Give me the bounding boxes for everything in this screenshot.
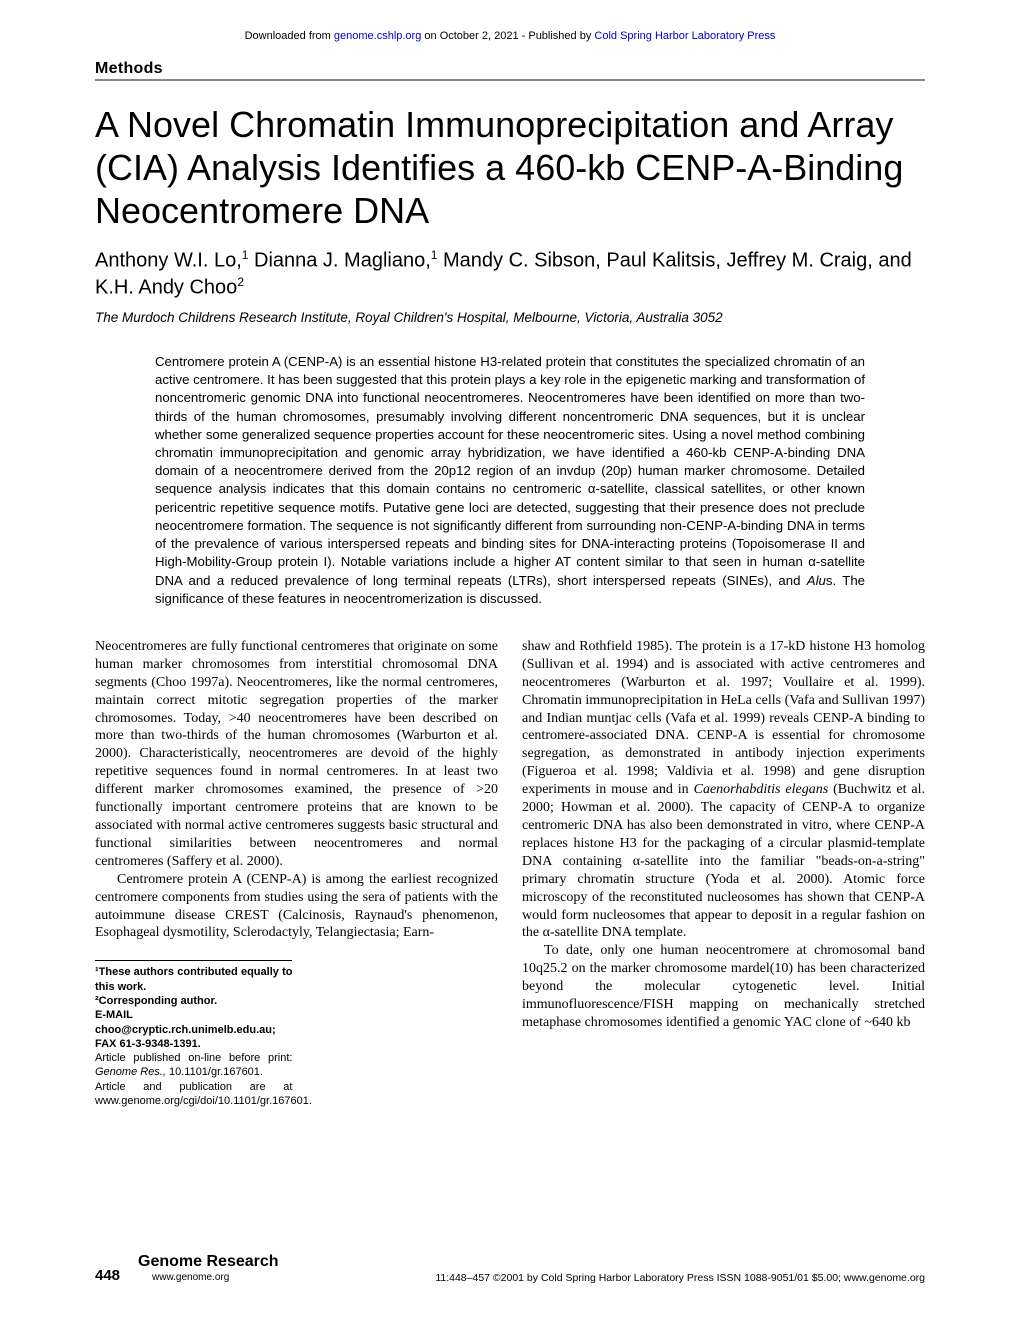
footnote-line: ¹These authors contributed equally to th… <box>95 965 292 994</box>
authors-line: Anthony W.I. Lo,1 Dianna J. Magliano,1 M… <box>95 247 925 302</box>
download-line: Downloaded from genome.cshlp.org on Octo… <box>95 30 925 42</box>
column-right: shaw and Rothfield 1985). The protein is… <box>522 638 925 1108</box>
journal-url: www.genome.org <box>152 1272 229 1283</box>
footnote-pub const-bind: Article and publication are at www.genom… <box>95 1080 292 1109</box>
column-left: Neocentromeres are fully functional cent… <box>95 638 498 1108</box>
journal-block: Genome Research www.genome.org <box>138 1252 279 1284</box>
body-paragraph: Centromere protein A (CENP-A) is among t… <box>95 871 498 943</box>
journal-name: Genome Research <box>138 1253 279 1270</box>
affiliation: The Murdoch Childrens Research Institute… <box>95 310 925 325</box>
footnote-text: 10.1101/gr.167601. <box>166 1066 263 1078</box>
download-prefix: Downloaded from <box>245 30 334 42</box>
download-middle: on October 2, 2021 - Published by <box>421 30 594 42</box>
footnote-pub: Article published on-line before print: … <box>95 1051 292 1080</box>
body-paragraph: Neocentromeres are fully functional cent… <box>95 638 498 871</box>
footnote-email: E-MAIL choo@cryptic.rch.unimelb.edu.au; … <box>95 1008 292 1051</box>
abstract: Centromere protein A (CENP-A) is an esse… <box>155 353 865 608</box>
body-columns: Neocentromeres are fully functional cent… <box>95 638 925 1108</box>
body-paragraph: To date, only one human neocentromere at… <box>522 942 925 1032</box>
page-footer: 448 Genome Research www.genome.org 11:44… <box>95 1252 925 1284</box>
source-link[interactable]: genome.cshlp.org <box>334 30 421 42</box>
page-number: 448 <box>95 1267 120 1284</box>
section-header: Methods <box>95 60 925 81</box>
publisher-link[interactable]: Cold Spring Harbor Laboratory Press <box>594 30 775 42</box>
footnote-text: Genome Res., <box>95 1066 166 1078</box>
footnotes: ¹These authors contributed equally to th… <box>95 960 292 1108</box>
copyright-line: 11:448–457 ©2001 by Cold Spring Harbor L… <box>435 1272 925 1284</box>
footnote-text: Article published on-line before print: <box>95 1052 292 1064</box>
body-paragraph: shaw and Rothfield 1985). The protein is… <box>522 638 925 942</box>
footnote-line: ²Corresponding author. <box>95 994 292 1008</box>
article-title: A Novel Chromatin Immunoprecipitation an… <box>95 103 925 233</box>
